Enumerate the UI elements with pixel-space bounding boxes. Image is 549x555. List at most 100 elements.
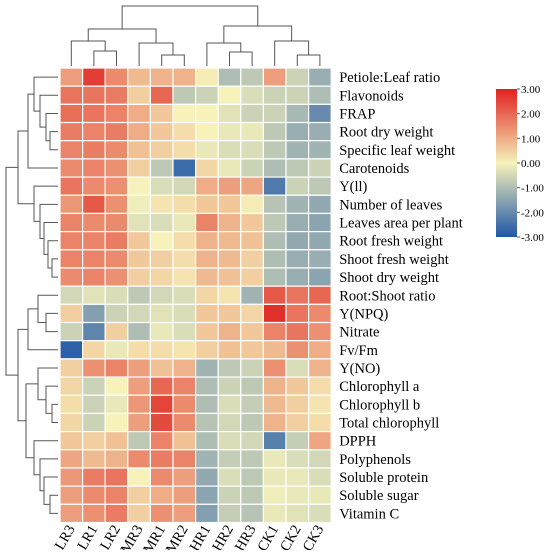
heatmap-cell xyxy=(172,121,197,142)
heatmap-cell xyxy=(262,503,287,524)
heatmap-cell xyxy=(149,285,174,305)
heatmap-cell xyxy=(308,267,332,287)
heatmap-cell xyxy=(262,176,287,196)
heatmap-cell xyxy=(127,231,152,251)
heatmap-cell xyxy=(104,158,129,178)
heatmap-cell xyxy=(81,485,106,505)
heatmap-cell xyxy=(262,303,287,324)
heatmap-cell xyxy=(127,449,152,469)
heatmap-cell xyxy=(104,467,129,487)
heatmap-cell xyxy=(104,358,129,378)
heatmap-cell xyxy=(195,431,219,451)
heatmap-cell xyxy=(285,212,310,233)
heatmap-cell xyxy=(262,467,287,487)
row-label: Soluble sugar xyxy=(339,488,419,504)
row-dendrogram-branch xyxy=(43,222,58,255)
heatmap-cell xyxy=(149,212,174,233)
heatmap-cell xyxy=(59,231,84,251)
row-label: Specific leaf weight xyxy=(339,143,455,159)
row-label: Chlorophyll b xyxy=(339,397,420,413)
colorbar-tick-label: -3.00 xyxy=(521,232,544,244)
heatmap-cell xyxy=(104,449,129,469)
heatmap-cell xyxy=(172,431,197,451)
heatmap-cell xyxy=(172,176,197,196)
colorbar-gradient xyxy=(496,89,517,237)
row-dendrogram-branch xyxy=(33,440,58,476)
heatmap-cell xyxy=(149,321,174,342)
heatmap-cell xyxy=(149,121,174,142)
heatmap-cell xyxy=(217,340,242,360)
heatmap-cell xyxy=(262,231,287,251)
heatmap-cell xyxy=(172,449,197,469)
heatmap-cell xyxy=(217,267,242,287)
row-dendrogram-branch xyxy=(45,112,58,142)
heatmap-cell xyxy=(262,449,287,469)
heatmap-cell xyxy=(308,103,332,124)
row-label: Total chlorophyll xyxy=(339,416,439,432)
row-dendrogram-branch xyxy=(37,367,58,401)
heatmap-cell xyxy=(172,194,197,215)
heatmap-cell xyxy=(104,376,129,396)
heatmap-cell xyxy=(262,121,287,142)
heatmap-cell xyxy=(172,103,197,124)
heatmap-cell xyxy=(217,394,242,415)
heatmap-cell xyxy=(172,231,197,251)
row-dendrogram-branch xyxy=(33,185,58,222)
heatmap-cell xyxy=(240,158,265,178)
heatmap-cell xyxy=(285,467,310,487)
heatmap-cell xyxy=(149,358,174,378)
heatmap-cell xyxy=(285,485,310,505)
row-label: DPPH xyxy=(339,434,377,450)
heatmap-cell xyxy=(127,249,152,269)
heatmap-cell xyxy=(240,303,265,324)
heatmap-cell xyxy=(104,485,129,505)
heatmap-cell xyxy=(172,485,197,505)
colorbar-tick-label: 3.00 xyxy=(521,84,541,96)
colorbar-tick-label: -1.00 xyxy=(521,183,544,195)
heatmap-cell xyxy=(104,267,129,287)
heatmap-cell xyxy=(262,158,287,178)
heatmap-cell xyxy=(240,231,265,251)
row-label: Shoot fresh weight xyxy=(339,252,449,268)
heatmap-cell xyxy=(262,103,287,124)
heatmap-cell xyxy=(127,267,152,287)
heatmap-cell xyxy=(59,358,84,378)
heatmap-cell xyxy=(195,376,219,396)
heatmap-cell xyxy=(195,321,219,342)
heatmap-cell xyxy=(149,340,174,360)
heatmap-cell xyxy=(285,231,310,251)
heatmap-cell xyxy=(240,449,265,469)
colorbar-tick-label: 2.00 xyxy=(521,109,541,121)
heatmap-cell xyxy=(308,321,332,342)
heatmap-cell xyxy=(59,412,84,433)
heatmap-cell xyxy=(127,412,152,433)
heatmap-cell xyxy=(308,503,332,524)
heatmap-cell xyxy=(285,358,310,378)
heatmap-cell xyxy=(195,85,219,105)
heatmap-cell xyxy=(149,412,174,433)
heatmap-cell xyxy=(81,231,106,251)
heatmap-cell xyxy=(195,303,219,324)
row-labels: Petiole:Leaf ratio Flavonoids FRAP Root dry… xyxy=(339,70,463,522)
heatmap-cell xyxy=(217,194,242,215)
heatmap-cell xyxy=(308,85,332,105)
heatmap-cell xyxy=(127,503,152,524)
heatmap-cell xyxy=(195,340,219,360)
heatmap-cell xyxy=(308,340,332,360)
heatmap-cell xyxy=(240,212,265,233)
heatmap-cell xyxy=(127,358,152,378)
heatmap-cell xyxy=(217,103,242,124)
heatmap-cell xyxy=(308,212,332,233)
heatmap-cell xyxy=(285,194,310,215)
row-label: Root dry weight xyxy=(339,125,433,141)
row-label: Vitamin C xyxy=(339,506,399,522)
row-label: Y(ll) xyxy=(339,179,367,195)
heatmap-cell xyxy=(240,249,265,269)
heatmap-cell xyxy=(81,212,106,233)
heatmap-cell xyxy=(308,67,332,87)
heatmap-cell xyxy=(217,231,242,251)
heatmap-cell xyxy=(104,121,129,142)
heatmap-cell xyxy=(127,303,152,324)
heatmap-cell xyxy=(149,503,174,524)
